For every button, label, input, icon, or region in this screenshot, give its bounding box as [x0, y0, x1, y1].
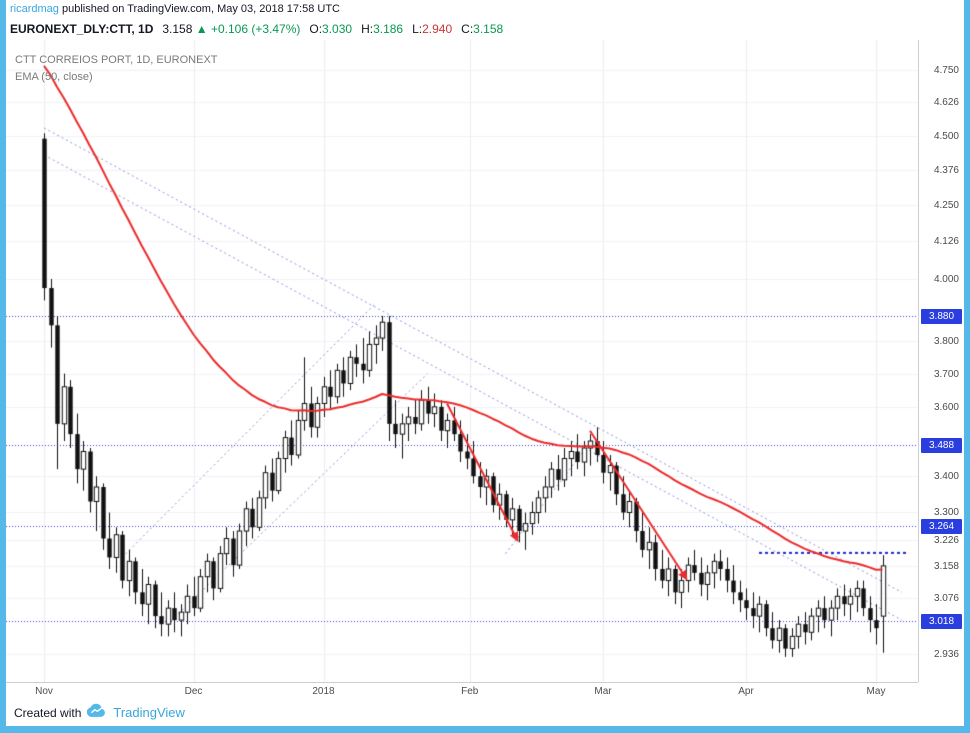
month-label: Apr [738, 686, 754, 697]
close-group: C:3.158 [461, 22, 503, 36]
price-tick: 4.000 [933, 273, 959, 285]
publish-bar: ricardmag published on TradingView.com, … [6, 0, 964, 19]
tradingview-logo-icon[interactable] [87, 701, 107, 724]
price-chart[interactable] [6, 40, 918, 682]
close-label: C: [461, 22, 474, 36]
month-label: Nov [35, 686, 53, 697]
month-label: 2018 [312, 686, 335, 697]
time-axis[interactable]: Nov Dec 2018 Feb Mar Apr May [6, 682, 918, 699]
price-tick: 3.076 [933, 592, 959, 604]
price-tick: 4.250 [933, 200, 959, 212]
price-level-label: 3.880 [921, 308, 962, 324]
symbol-name: EURONEXT_DLY:CTT, 1D [10, 22, 154, 36]
change-arrow-icon: ▲ [195, 22, 208, 36]
price-level-label: 3.018 [921, 613, 962, 629]
legend-symbol-title: CTT CORREIOS PORT, 1D, EURONEXT [15, 54, 218, 66]
month-label: Mar [594, 686, 612, 697]
month-label: Feb [461, 686, 479, 697]
price-tick: 4.126 [933, 236, 959, 248]
legend-indicator-label: EMA (50, close) [15, 71, 93, 83]
low-label: L: [412, 22, 423, 36]
price-tick: 4.626 [933, 97, 959, 109]
price-tick: 3.600 [933, 401, 959, 413]
open-label: O: [309, 22, 323, 36]
brand-border-bottom [0, 726, 970, 733]
price-tick: 2.936 [933, 649, 959, 661]
attribution-footer: Created with TradingView [6, 699, 964, 726]
chart-legend: CTT CORREIOS PORT, 1D, EURONEXT EMA (50,… [15, 52, 218, 86]
low-group: L:2.940 [412, 22, 452, 36]
price-tick: 3.300 [933, 507, 959, 519]
high-label: H: [361, 22, 374, 36]
brand-border-right [964, 0, 970, 733]
last-price: 3.158 [162, 22, 193, 36]
open-value: 3.030 [322, 22, 353, 36]
price-tick: 3.158 [933, 560, 959, 572]
brand-border-left [0, 0, 6, 733]
high-value: 3.186 [373, 22, 404, 36]
low-value: 2.940 [422, 22, 453, 36]
author-link[interactable]: ricardmag [10, 3, 59, 15]
tradingview-link[interactable]: TradingView [113, 705, 185, 720]
month-label: Dec [184, 686, 203, 697]
price-axis[interactable]: 4.750 4.626 4.500 4.376 4.250 4.126 4.000 3.800… [918, 40, 964, 682]
close-value: 3.158 [473, 22, 504, 36]
price-level-label: 3.488 [921, 438, 962, 454]
price-tick: 4.750 [933, 65, 959, 77]
price-tick: 3.800 [933, 336, 959, 348]
publish-text: published on TradingView.com, May 03, 20… [58, 3, 340, 15]
price-tick: 3.226 [933, 535, 959, 547]
price-tick: 4.376 [933, 164, 959, 176]
high-group: H:3.186 [361, 22, 403, 36]
change-value: +0.106 (+3.47%) [210, 22, 301, 36]
month-label: May [866, 686, 886, 697]
open-group: O:3.030 [309, 22, 352, 36]
price-tick: 3.400 [933, 471, 959, 483]
price-tick: 3.700 [933, 368, 959, 380]
symbol-bar: EURONEXT_DLY:CTT, 1D 3.158 ▲ +0.106 (+3.4… [6, 19, 964, 40]
created-with-label: Created with [14, 705, 82, 720]
price-tick: 4.500 [933, 130, 959, 142]
price-level-label: 3.264 [921, 518, 962, 534]
